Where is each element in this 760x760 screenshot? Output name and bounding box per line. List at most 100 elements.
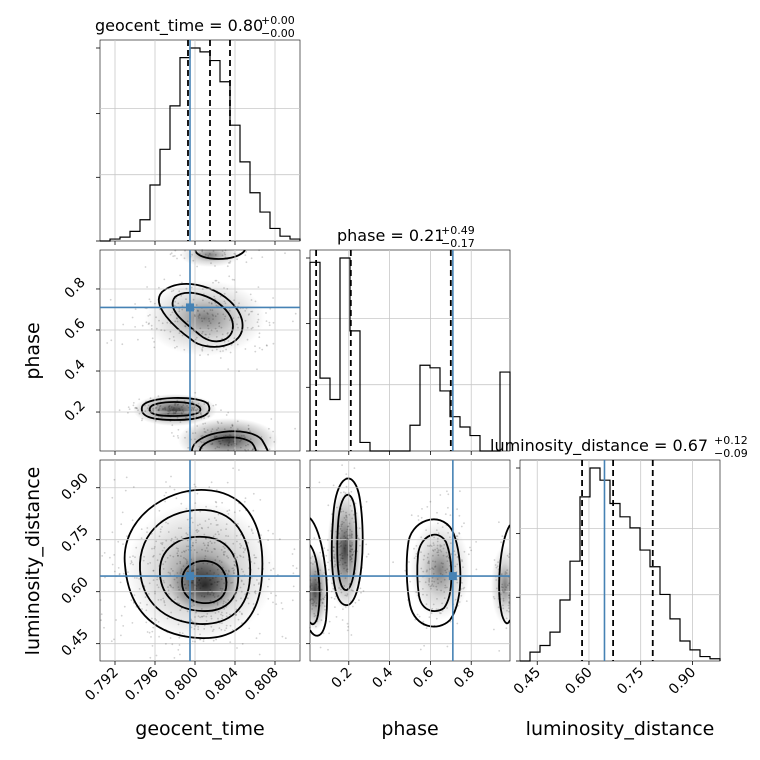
sample-point <box>208 415 211 417</box>
sample-point <box>172 570 174 572</box>
sample-point <box>257 325 260 328</box>
sample-point <box>420 551 422 554</box>
sample-point <box>149 656 152 659</box>
sample-point <box>244 319 247 322</box>
x-tick-label: 0.796 <box>122 664 162 704</box>
sample-point <box>235 614 238 616</box>
sample-point <box>146 286 149 288</box>
sample-point <box>322 598 325 601</box>
sample-point <box>341 552 343 555</box>
sample-point <box>317 587 320 590</box>
sample-point <box>113 638 115 641</box>
sample-point <box>442 547 445 550</box>
sample-point <box>362 590 365 592</box>
sample-point <box>257 583 260 585</box>
sample-point <box>347 537 349 540</box>
sample-point <box>247 428 250 430</box>
sample-point <box>314 561 316 563</box>
sample-point <box>245 250 248 253</box>
sample-point <box>351 542 353 544</box>
sample-point <box>250 577 253 579</box>
sample-point <box>163 407 166 410</box>
sample-point <box>268 448 271 451</box>
sample-point <box>99 599 102 601</box>
sample-point <box>153 346 156 349</box>
sample-point <box>436 537 439 540</box>
sample-point <box>469 546 471 549</box>
sample-point <box>326 539 329 541</box>
sample-point <box>507 607 510 609</box>
sample-point <box>247 443 249 446</box>
sample-point <box>167 522 169 525</box>
sample-point <box>149 562 152 564</box>
sample-point <box>436 540 439 543</box>
sample-point <box>227 444 230 447</box>
sample-point <box>508 601 510 604</box>
title-geocent-time-lower: −0.00 <box>261 27 295 40</box>
sample-point <box>346 568 349 571</box>
x-tick-label: 0.792 <box>82 665 122 705</box>
sample-point <box>214 315 217 318</box>
sample-point <box>214 500 217 503</box>
sample-point <box>345 564 348 567</box>
sample-point <box>426 506 429 508</box>
sample-point <box>280 602 283 604</box>
sample-point <box>164 406 166 409</box>
sample-point <box>180 502 183 505</box>
sample-point <box>333 598 336 600</box>
sample-point <box>206 572 209 574</box>
sample-point <box>197 402 200 405</box>
sample-point <box>215 501 218 504</box>
sample-point <box>227 331 229 334</box>
sample-point <box>177 554 179 557</box>
sample-point <box>101 555 104 557</box>
y-tick-label: 0.6 <box>62 316 89 343</box>
sample-point <box>122 323 125 326</box>
sample-point <box>194 616 196 618</box>
sample-point <box>439 545 442 548</box>
sample-point <box>427 553 430 555</box>
sample-point <box>219 622 221 624</box>
sample-point <box>222 350 224 352</box>
sample-point <box>458 532 461 535</box>
sample-point <box>207 560 210 563</box>
sample-point <box>208 317 210 320</box>
sample-point <box>187 548 190 551</box>
sample-point <box>354 502 357 505</box>
sample-point <box>211 563 214 566</box>
sample-point <box>431 583 434 586</box>
sample-point <box>351 533 353 536</box>
sample-point <box>152 407 155 410</box>
sample-point <box>437 551 440 553</box>
sample-point <box>237 316 240 319</box>
sample-point <box>239 554 241 557</box>
sample-point <box>185 532 188 535</box>
sample-point <box>191 569 194 572</box>
sample-point <box>318 580 320 583</box>
sample-point <box>191 509 194 512</box>
sample-point <box>248 567 251 569</box>
sample-point <box>214 447 217 450</box>
sample-point <box>333 553 336 556</box>
sample-point <box>428 545 431 547</box>
sample-point <box>179 572 182 574</box>
sample-point <box>228 275 231 278</box>
sample-point <box>211 591 213 593</box>
sample-point <box>180 414 183 417</box>
sample-point <box>147 409 150 412</box>
sample-point <box>222 545 225 548</box>
sample-point <box>232 320 234 323</box>
sample-point <box>502 597 505 600</box>
sample-point <box>163 600 166 602</box>
y-tick-label: 0.8 <box>62 275 89 302</box>
sample-point <box>447 532 449 534</box>
sample-point <box>294 312 297 315</box>
sample-point <box>223 292 226 295</box>
sample-point <box>496 565 499 568</box>
sample-point <box>193 406 196 408</box>
sample-point <box>213 432 216 435</box>
sample-point <box>158 407 161 409</box>
sample-point <box>199 405 202 408</box>
sample-point <box>349 504 352 507</box>
sample-point <box>183 557 185 559</box>
